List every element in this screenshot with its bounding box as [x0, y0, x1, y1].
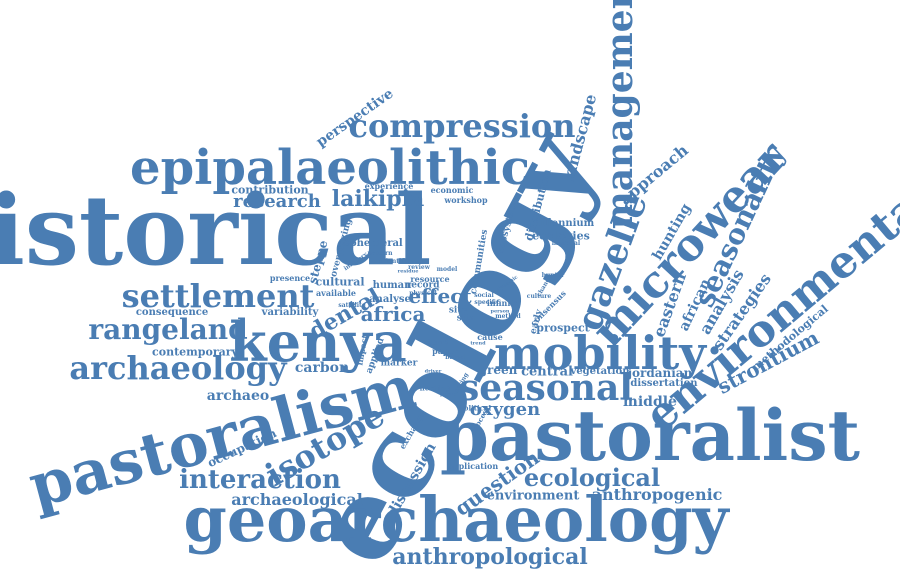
word-jordanian: jordanian	[627, 366, 693, 380]
word-carbon: carbon	[294, 360, 350, 376]
word-archaeo: archaeo	[206, 388, 270, 404]
word-variability: variability	[261, 307, 319, 318]
word-trend: trend	[470, 340, 486, 347]
word-specific: specific	[474, 299, 500, 306]
word-record: record	[406, 280, 440, 291]
word-interaction: interaction	[179, 465, 341, 495]
word-oxygen: oxygen	[469, 399, 541, 420]
word-archaeology: archaeology	[69, 349, 287, 387]
word-application: application	[447, 461, 499, 471]
word-experience: experience	[364, 181, 414, 191]
word-prospect: prospect	[536, 321, 590, 335]
word-cause: cause	[477, 332, 503, 342]
word-anthropogenic: anthropogenic	[591, 485, 723, 504]
word-ecological: ecological	[523, 463, 661, 492]
word-satellite: satellite	[338, 302, 366, 309]
word-africa: africa	[360, 302, 426, 326]
word-workshop: workshop	[444, 195, 488, 205]
word-millennium: millennium	[529, 218, 595, 229]
word-geoarchaeology: geoarchaeology	[183, 483, 729, 556]
word-vegetation: vegetation	[570, 366, 630, 377]
word-central: central	[521, 364, 573, 380]
word-human: human	[372, 280, 412, 291]
word-physical: physical	[409, 290, 437, 297]
word-settlement: settlement	[121, 277, 315, 315]
word-green: green	[478, 363, 518, 377]
word-herding: herding	[419, 383, 451, 393]
word-scientific: scientific	[378, 258, 410, 265]
word-resource: resource	[410, 274, 450, 284]
word-method: method	[495, 313, 521, 320]
word-social: social	[474, 292, 494, 299]
word-effect: effect	[408, 284, 472, 308]
word-environment: environment	[486, 488, 580, 504]
word-culture: culture	[526, 293, 552, 300]
word-epipalaeolithic: epipalaeolithic	[130, 140, 530, 196]
word-broad: broad	[445, 354, 465, 361]
word-marker: marker	[380, 358, 418, 369]
word-seasonal: seasonal	[459, 367, 633, 409]
word-available: available	[316, 288, 356, 298]
word-contribution: contribution	[231, 183, 309, 197]
word-presence: presence	[269, 273, 311, 283]
word-rangeland: rangeland	[88, 313, 248, 346]
word-ecologies: ecologies	[532, 229, 590, 243]
word-sita: sita	[456, 313, 476, 324]
word-political: political	[458, 403, 492, 413]
word-period: period	[439, 391, 459, 398]
word-cultural: cultural	[315, 275, 365, 289]
word-laikipia: laikipia	[331, 186, 425, 212]
word-archaeological: archaeological	[231, 490, 363, 509]
word-driver: driver	[424, 368, 442, 375]
word-contemporary: contemporary	[152, 345, 238, 359]
word-pastoralist: pastoralist	[440, 394, 860, 477]
word-economic: economic	[430, 185, 474, 195]
word-anthropological: anthropological	[392, 544, 588, 570]
word-pattern: pattern	[367, 250, 393, 257]
word-dissertation: dissertation	[630, 378, 698, 389]
word-compression: compression	[348, 107, 576, 145]
word-paper: paper	[432, 346, 458, 356]
word-kenya: kenya	[229, 310, 407, 374]
word-consequence: consequence	[135, 307, 209, 318]
word-ephemeral: ephemeral	[343, 238, 403, 249]
word-review: review	[408, 264, 430, 271]
word-infinite: infinite	[486, 298, 520, 308]
word-site: site	[448, 305, 468, 316]
word-mobility: mobility	[494, 326, 706, 380]
word-material: material	[551, 240, 581, 247]
word-person: person	[490, 308, 510, 315]
word-model: model	[436, 266, 458, 273]
word-residue: residue	[397, 268, 419, 275]
word-research: research	[233, 191, 321, 212]
word-middle: middle	[623, 394, 677, 410]
word-analyse: analyse	[369, 294, 411, 305]
word-hunter: hunter	[541, 272, 565, 279]
word-term: term	[427, 337, 449, 347]
word-historical: historical	[0, 174, 432, 287]
